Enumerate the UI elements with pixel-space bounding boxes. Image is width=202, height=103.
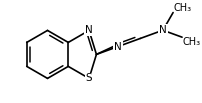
Text: CH₃: CH₃ [182, 37, 200, 47]
Text: CH₃: CH₃ [173, 3, 191, 13]
Text: N: N [85, 25, 93, 35]
Text: S: S [86, 73, 92, 83]
Text: N: N [114, 42, 122, 52]
Text: N: N [159, 25, 167, 35]
